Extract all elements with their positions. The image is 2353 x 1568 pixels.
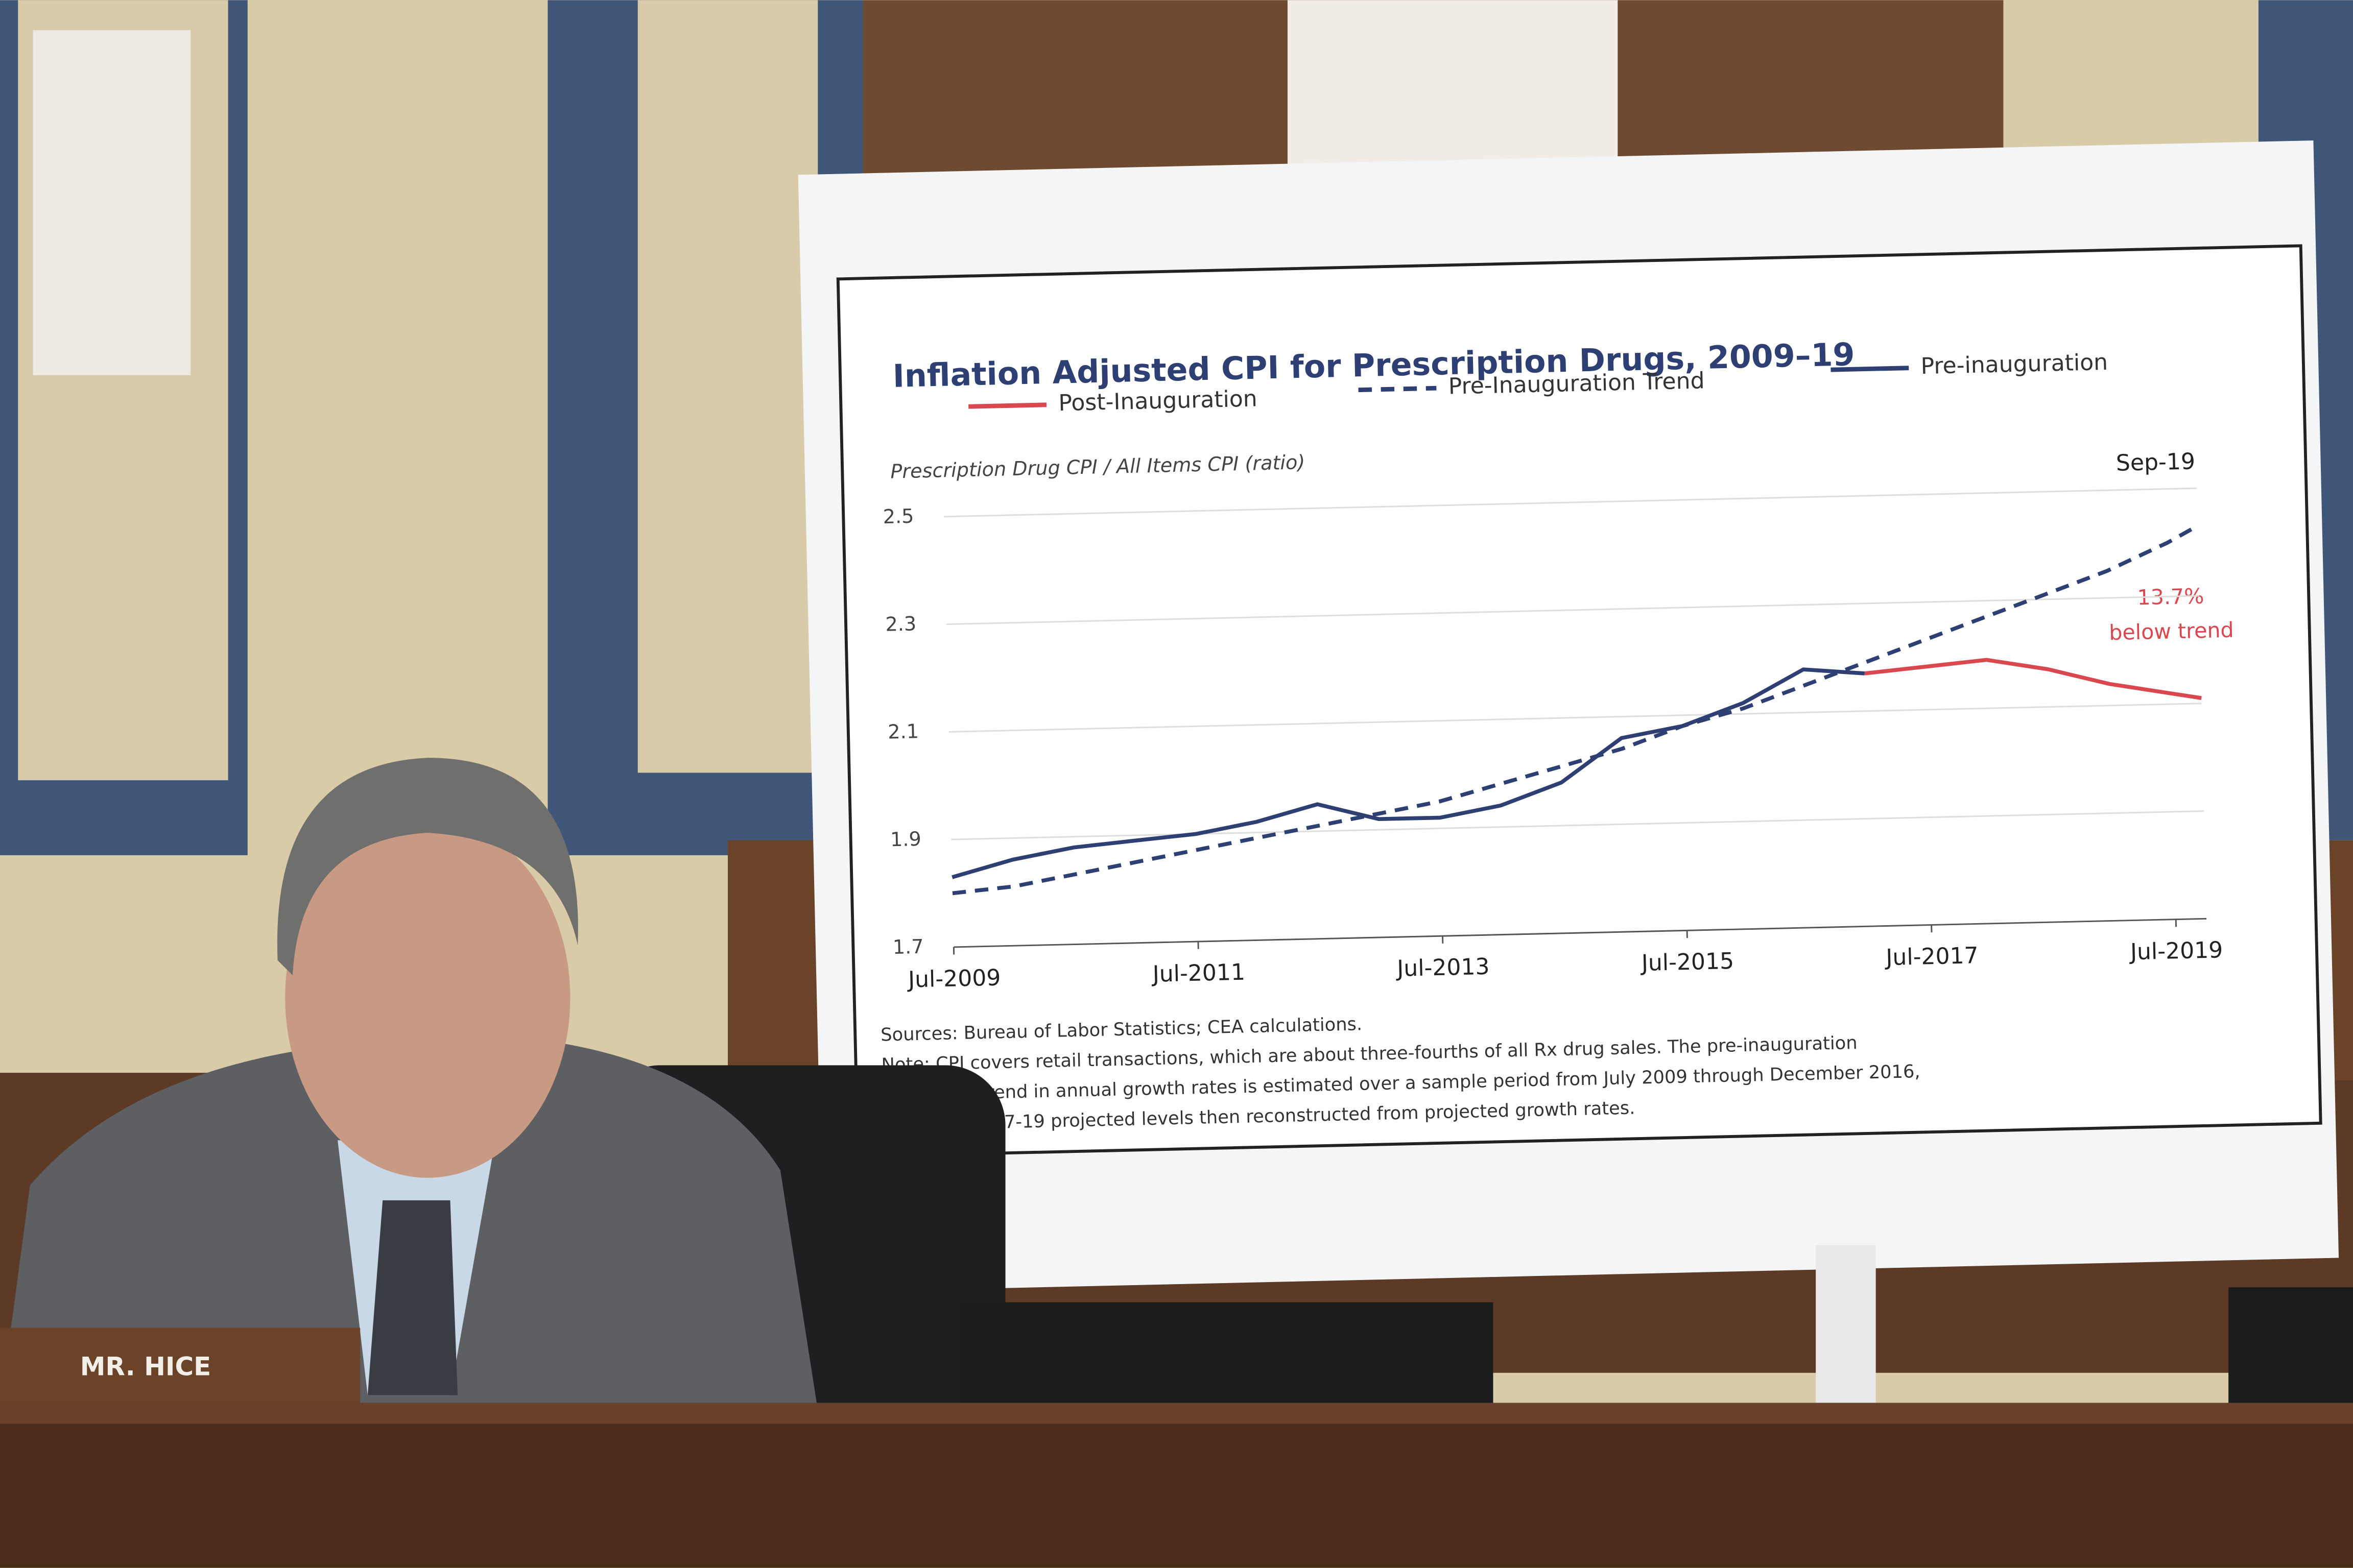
y-tick-label: 1.7 [892, 936, 924, 959]
door-sign [1287, 0, 1618, 168]
chart-frame [836, 244, 2322, 1158]
x-tick-label: Jul-2011 [1151, 959, 1245, 987]
grid-line [948, 703, 2202, 733]
legend-swatch [1358, 385, 1437, 393]
hair [277, 758, 578, 976]
end-label: Sep-19 [2116, 448, 2195, 476]
legend-label: Pre-Inauguration Trend [1448, 368, 1705, 399]
y-tick-label: 1.9 [890, 828, 922, 851]
x-tick-label: Jul-2009 [907, 965, 1001, 993]
annotation: below trend [2109, 618, 2234, 645]
legend-label: Post-Inauguration [1058, 385, 1257, 416]
monitor [2228, 1287, 2353, 1415]
head [285, 817, 571, 1178]
desk [0, 1403, 2353, 1568]
grid-line [946, 595, 2199, 625]
legend-swatch [1831, 366, 1909, 372]
y-tick-label: 2.5 [883, 505, 914, 528]
nameplate: MR. HICE [80, 1352, 211, 1381]
legend-swatch [968, 402, 1047, 409]
grid-line [951, 810, 2204, 840]
x-tick-label: Jul-2019 [2128, 937, 2223, 965]
x-tick-label: Jul-2013 [1395, 954, 1490, 982]
grid-line [954, 918, 2207, 948]
grid-line [944, 487, 2197, 518]
y-tick-label: 2.1 [888, 720, 919, 743]
y-tick-label: 2.3 [885, 613, 917, 636]
series-line [952, 524, 2199, 896]
easel-leg [1816, 1245, 1876, 1411]
series-line [1864, 658, 2202, 700]
x-tick-label: Jul-2017 [1884, 943, 1979, 971]
wall-panel [637, 0, 818, 773]
wall-sign [33, 30, 191, 375]
x-tick-label: Jul-2015 [1639, 948, 1734, 976]
monitor [960, 1302, 1493, 1408]
poster: Inflation Adjusted CPI for Prescription … [798, 140, 2339, 1292]
nameplate-board [0, 1328, 361, 1411]
legend-label: Pre-inauguration [1920, 349, 2108, 379]
tie [367, 1200, 458, 1395]
desk-edge [0, 1403, 2353, 1424]
series-line [952, 667, 1865, 879]
